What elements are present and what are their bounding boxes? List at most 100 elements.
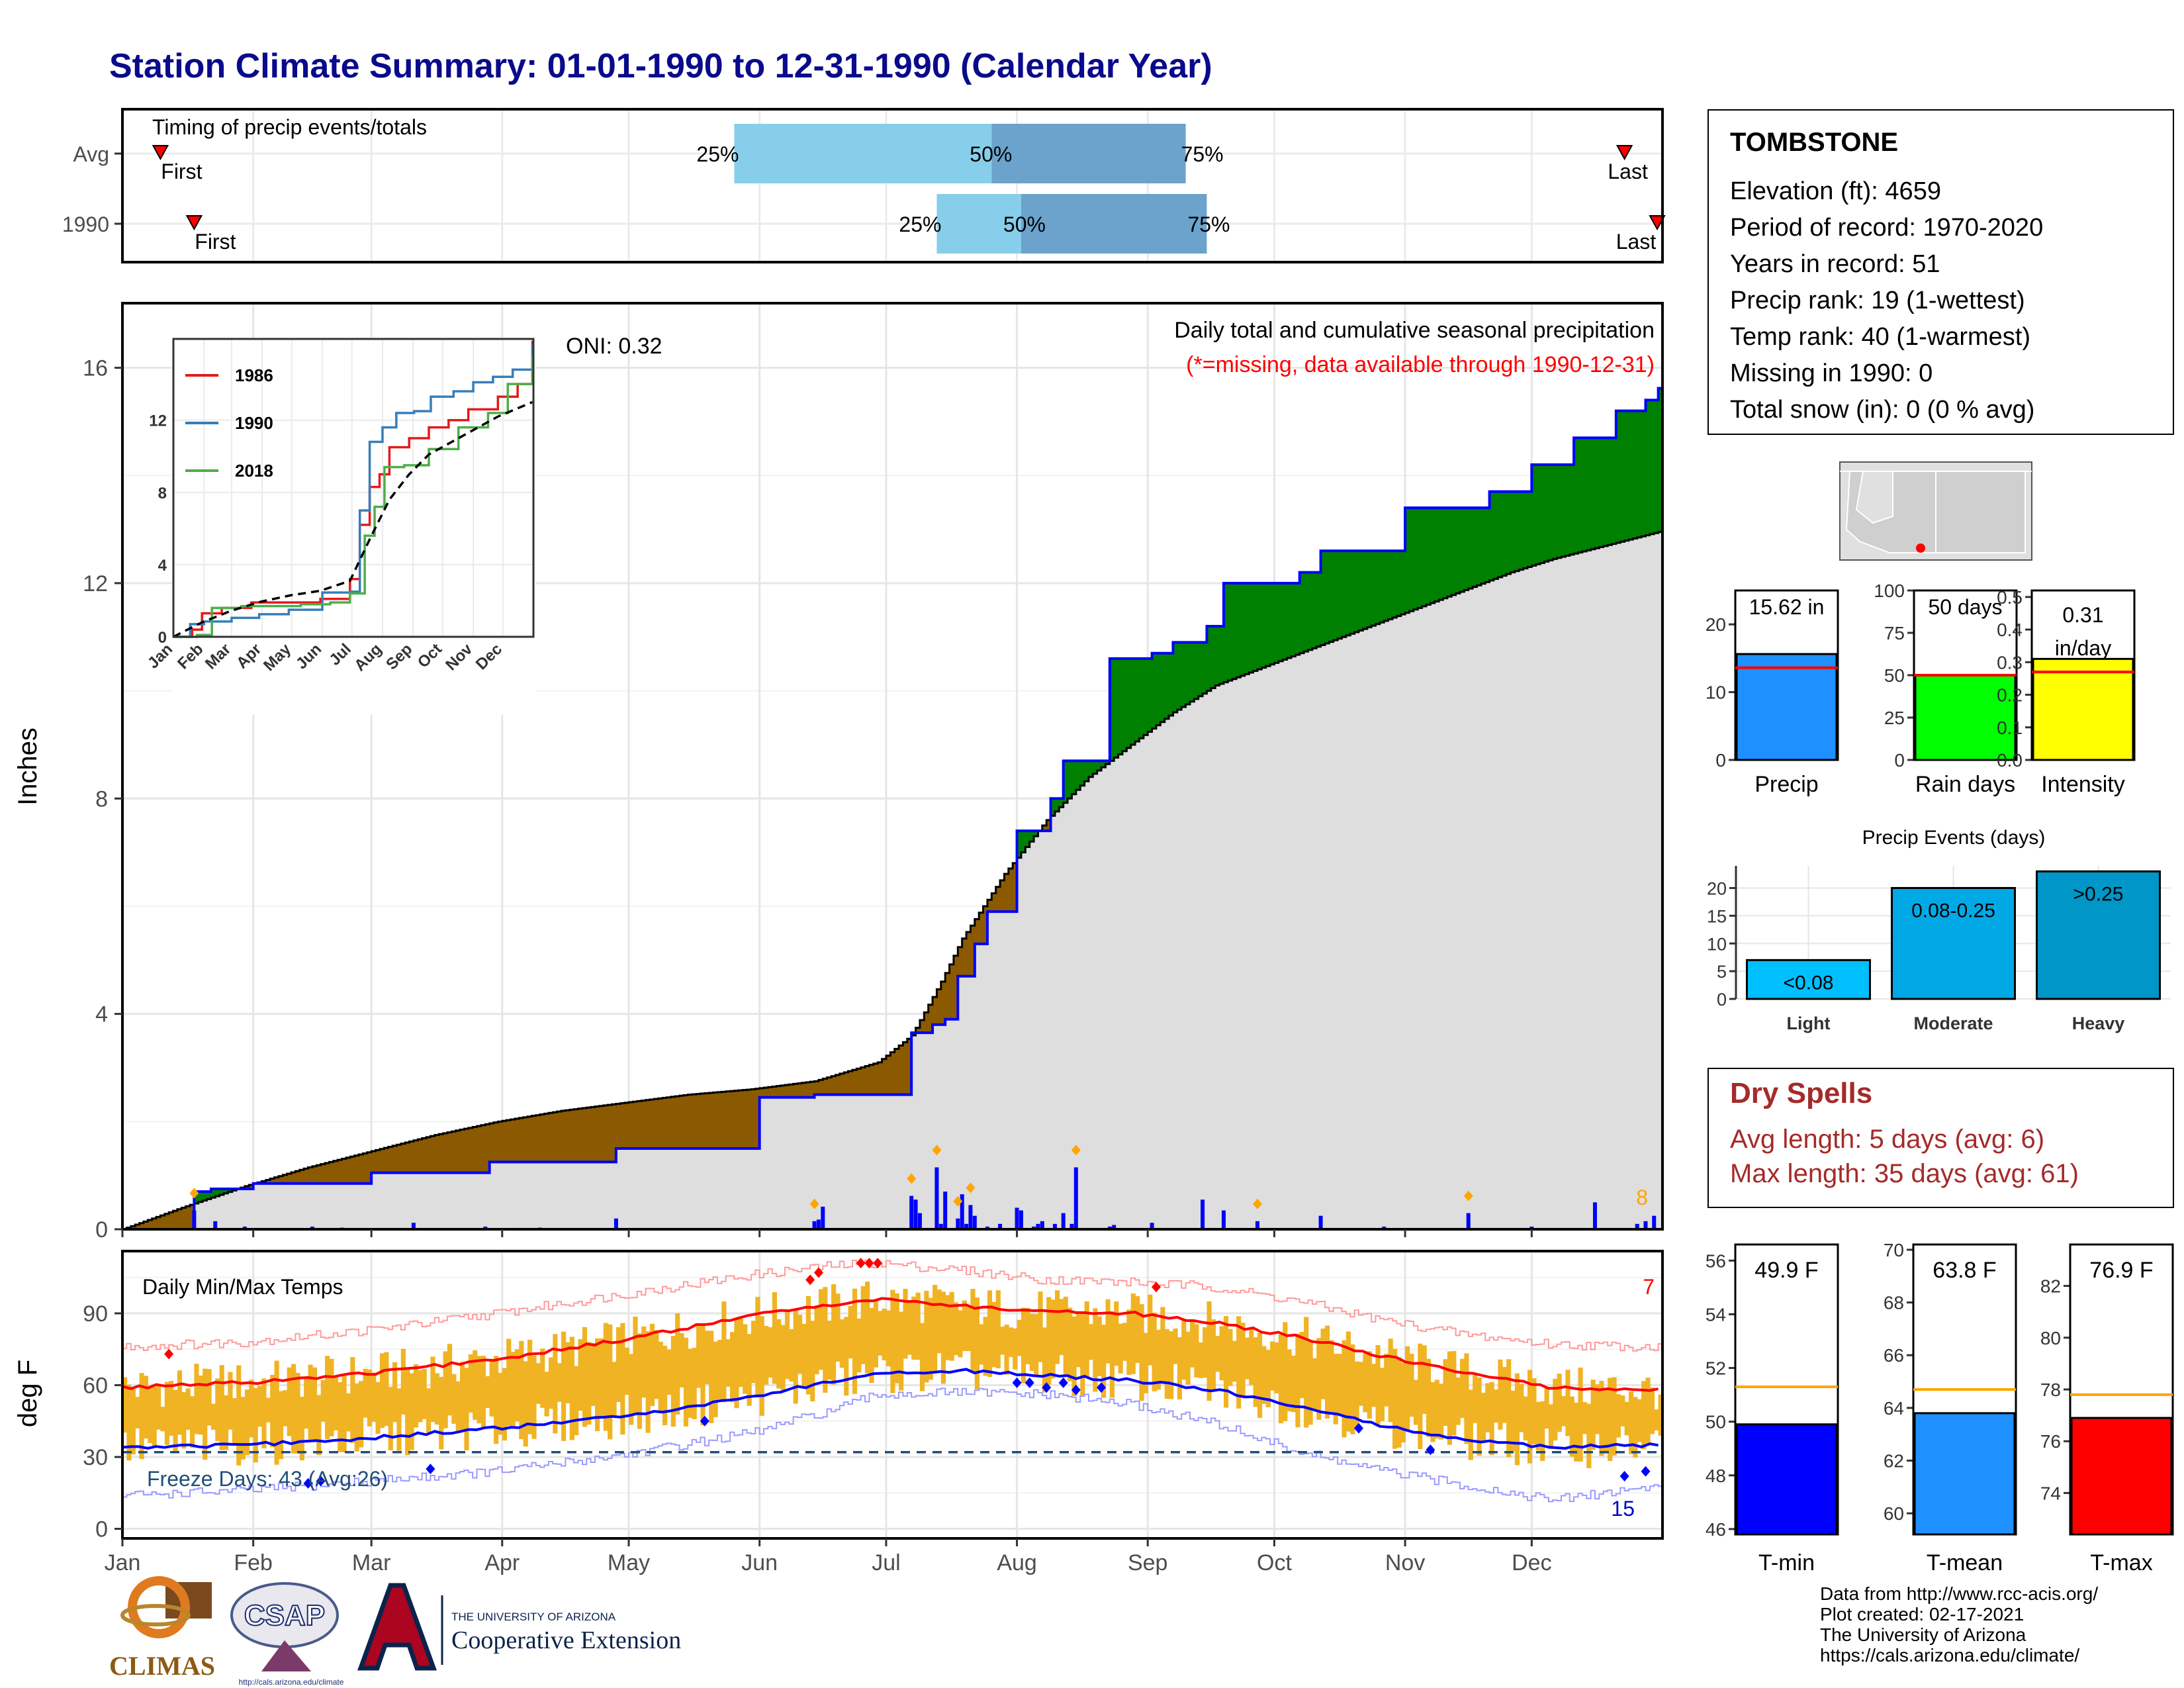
daily-temp-bar <box>443 1351 448 1429</box>
daily-temp-bar <box>354 1383 359 1452</box>
deficit-fill <box>422 1138 427 1173</box>
surplus-fill <box>1287 583 1292 659</box>
surplus-fill <box>1088 761 1093 777</box>
deficit-fill <box>764 1088 769 1098</box>
daily-temp-bar <box>210 1403 216 1430</box>
surplus-fill <box>1050 798 1056 816</box>
daily-temp-bar <box>1418 1343 1423 1450</box>
daily-temp-bar <box>683 1337 689 1427</box>
daily-precip-bar <box>242 1226 247 1229</box>
daily-temp-bar <box>1590 1380 1596 1450</box>
daily-temp-bar <box>860 1286 866 1364</box>
daily-temp-bar <box>1181 1319 1187 1380</box>
deficit-fill <box>156 1217 161 1229</box>
event-count-label: 8 <box>1636 1186 1648 1209</box>
month-label: Jun <box>741 1550 778 1575</box>
surplus-fill <box>1135 658 1140 742</box>
daily-temp-bar <box>527 1339 533 1434</box>
daily-temp-bar <box>540 1348 545 1408</box>
daily-temp-bar <box>688 1348 693 1418</box>
surplus-fill <box>1523 491 1528 569</box>
last-label: Last <box>1616 230 1657 254</box>
deficit-fill <box>455 1130 461 1173</box>
events-title: Precip Events (days) <box>1862 827 2046 849</box>
csap-mountain <box>261 1640 311 1671</box>
station-info-box: TOMBSTONE Elevation (ft): 4659 Period of… <box>1707 109 2174 435</box>
deficit-fill <box>899 1045 904 1095</box>
last-label: Last <box>1608 160 1648 183</box>
surplus-fill <box>1493 491 1498 579</box>
daily-temp-bar <box>265 1397 271 1423</box>
daily-temp-bar <box>1633 1397 1638 1458</box>
inset-line-1990 <box>173 344 534 638</box>
surplus-fill <box>1219 626 1224 684</box>
surplus-fill <box>1156 653 1161 726</box>
heavy-event-marker <box>953 1196 963 1207</box>
deficit-fill <box>498 1121 503 1162</box>
daily-temp-bar <box>480 1356 486 1428</box>
surplus-fill <box>1320 551 1326 645</box>
tbar-y-label: 82 <box>2040 1276 2061 1297</box>
deficit-fill <box>844 1072 849 1095</box>
surplus-fill <box>1185 642 1191 704</box>
avg-max-line <box>122 1297 1659 1392</box>
ua-block-a <box>357 1583 437 1671</box>
daily-temp-bar <box>882 1308 887 1361</box>
daily-temp-bar <box>1274 1342 1279 1393</box>
record-low-marker <box>700 1415 709 1427</box>
deficit-fill <box>983 906 988 944</box>
daily-temp-bar <box>1506 1359 1512 1458</box>
daily-temp-bar <box>392 1362 398 1423</box>
daily-temp-bar <box>1080 1312 1085 1396</box>
daily-temp-bar <box>430 1356 435 1423</box>
deficit-fill <box>451 1131 457 1173</box>
daily-temp-bar <box>257 1385 263 1427</box>
deficit-fill <box>709 1092 714 1149</box>
daily-temp-bar <box>886 1310 891 1367</box>
daily-temp-bar <box>1088 1324 1094 1360</box>
daily-temp-bar <box>835 1293 841 1362</box>
tbar-name-label: T-max <box>2090 1550 2152 1575</box>
surplus-fill <box>1210 626 1216 688</box>
daily-temp-bar <box>510 1352 516 1429</box>
daily-temp-bar <box>1565 1370 1570 1436</box>
deficit-fill <box>958 947 963 976</box>
daily-temp-bar <box>1548 1404 1554 1450</box>
surplus-fill <box>1586 438 1592 551</box>
event-bar-label: >0.25 <box>2073 883 2124 905</box>
surplus-fill <box>210 1188 216 1198</box>
daily-temp-bar <box>477 1356 482 1424</box>
daily-temp-bar <box>261 1378 267 1448</box>
daily-temp-bar <box>1379 1368 1385 1421</box>
daily-temp-bar <box>590 1342 596 1406</box>
daily-temp-bar <box>203 1368 208 1460</box>
deficit-fill <box>797 1083 803 1098</box>
timing-p75-label: 75% <box>1187 212 1230 236</box>
surplus-fill <box>198 1192 203 1202</box>
daily-temp-bar <box>485 1376 490 1408</box>
daily-temp-bar <box>236 1365 242 1466</box>
tbar-y-label: 68 <box>1884 1293 1904 1313</box>
surplus-fill <box>1304 572 1309 652</box>
deficit-fill <box>274 1177 279 1184</box>
surplus-fill <box>1548 465 1553 561</box>
daily-temp-bar <box>848 1305 853 1359</box>
daily-temp-bar <box>933 1285 938 1371</box>
surplus-fill <box>1477 508 1482 586</box>
daily-temp-bar <box>1004 1325 1009 1375</box>
daily-precip-bar <box>483 1226 488 1229</box>
surplus-fill <box>215 1188 220 1197</box>
event-bar-label: 0.08-0.25 <box>1911 900 1995 922</box>
deficit-fill <box>629 1102 634 1149</box>
deficit-fill <box>582 1107 587 1162</box>
surplus-fill <box>1615 410 1621 543</box>
daily-temp-bar <box>338 1382 343 1452</box>
daily-temp-bar <box>759 1316 764 1416</box>
deficit-fill <box>915 1027 921 1033</box>
surplus-fill <box>1316 572 1322 647</box>
record-low-marker <box>1619 1470 1629 1481</box>
deficit-fill <box>683 1095 688 1149</box>
surplus-fill <box>1430 508 1435 604</box>
events-y-label: 15 <box>1707 906 1727 926</box>
deficit-fill <box>363 1153 368 1184</box>
